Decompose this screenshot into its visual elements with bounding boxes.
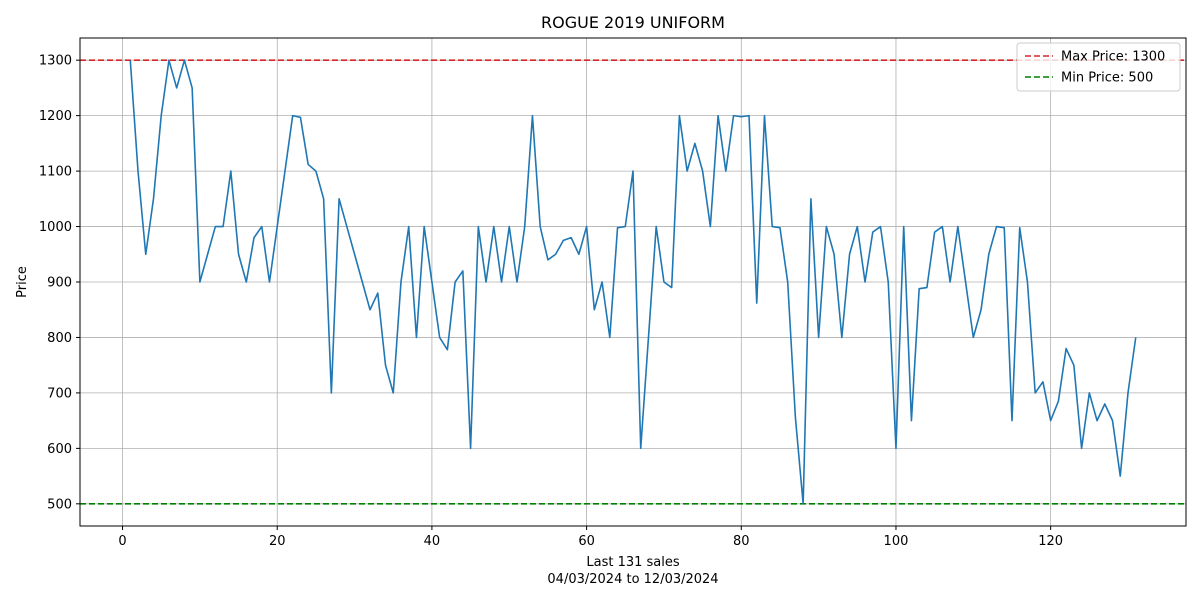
y-tick-label: 600: [47, 442, 72, 457]
y-tick-label: 1100: [39, 165, 72, 180]
x-tick-label: 60: [578, 534, 595, 549]
y-tick-label: 1300: [39, 54, 72, 69]
chart-title: ROGUE 2019 UNIFORM: [541, 13, 725, 32]
y-tick-label: 900: [47, 276, 72, 291]
y-tick-label: 800: [47, 331, 72, 346]
axis-ticks: 0 20 40 60 80 100 120 500 600 700 800 900 1000 1100 12…: [39, 54, 1063, 549]
price-series-line: [129, 59, 1137, 505]
x-axis-date-range: 04/03/2024 to 12/03/2024: [547, 572, 718, 587]
legend: Max Price: 1300 Min Price: 500: [1016, 42, 1181, 92]
x-tick-label: 40: [424, 534, 441, 549]
x-tick-label: 100: [884, 534, 909, 549]
y-tick-label: 700: [47, 386, 72, 401]
legend-label: Max Price: 1300: [1061, 50, 1165, 65]
y-axis-label: Price: [15, 266, 30, 298]
y-tick-label: 500: [47, 497, 72, 512]
y-tick-label: 1200: [39, 109, 72, 124]
x-tick-label: 0: [118, 534, 126, 549]
legend-box: [1016, 42, 1181, 92]
x-tick-label: 80: [733, 534, 750, 549]
reference-lines: [80, 59, 1186, 505]
x-tick-label: 20: [269, 534, 286, 549]
x-axis-label: Last 131 sales: [586, 555, 680, 570]
series-layer: [129, 59, 1137, 505]
y-tick-label: 1000: [39, 220, 72, 235]
x-tick-label: 120: [1038, 534, 1063, 549]
legend-label: Min Price: 500: [1061, 71, 1153, 86]
